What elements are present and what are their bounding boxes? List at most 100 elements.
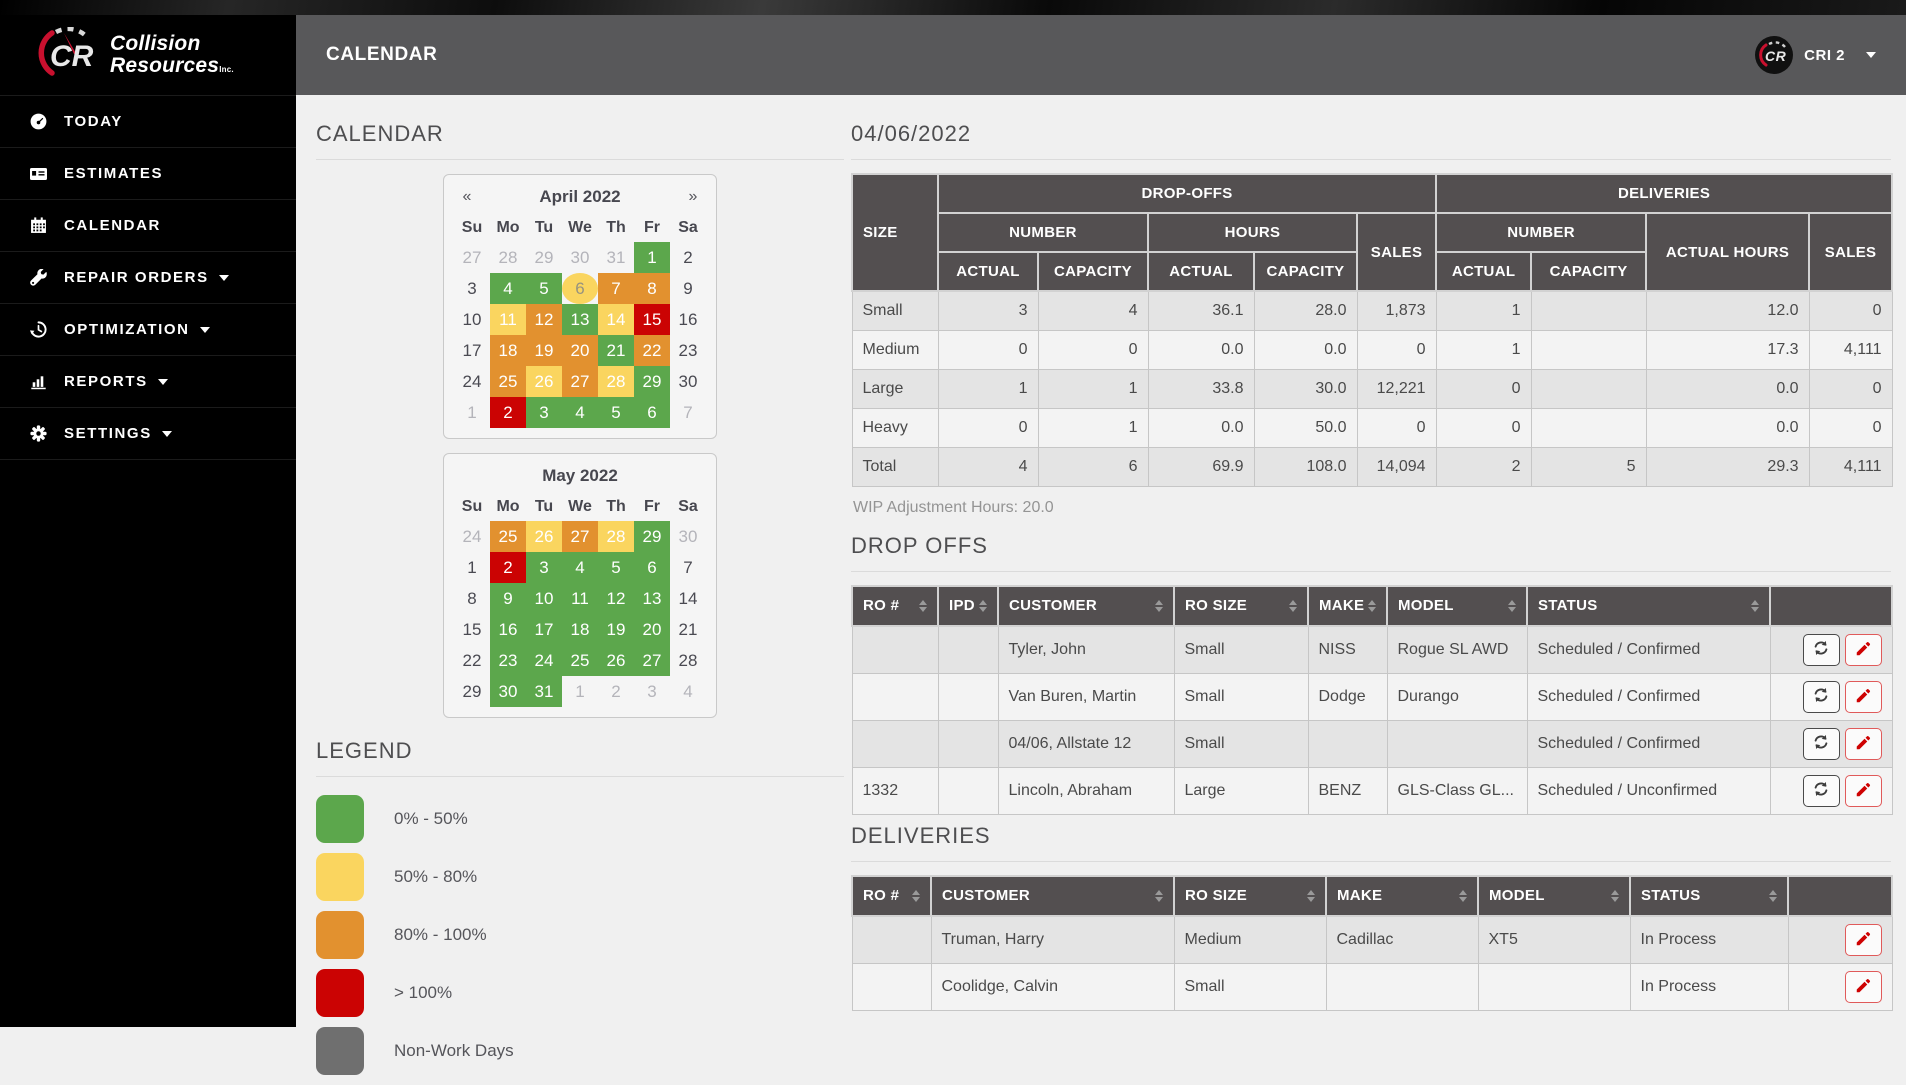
col-customer[interactable]: CUSTOMER [930, 874, 1175, 917]
calendar-day[interactable]: 18 [490, 335, 526, 366]
calendar-day[interactable]: 21 [598, 335, 634, 366]
calendar-day[interactable]: 6 [562, 273, 598, 304]
calendar-day[interactable]: 11 [490, 304, 526, 335]
calendar-day[interactable]: 28 [498, 247, 518, 267]
calendar-day[interactable]: 28 [598, 366, 634, 397]
calendar-day[interactable]: 30 [570, 247, 590, 267]
sort-icon[interactable] [1611, 889, 1619, 902]
calendar-day[interactable]: 2 [490, 397, 526, 428]
sidebar-item-optimization[interactable]: OPTIMIZATION [0, 303, 296, 355]
calendar-day[interactable]: 26 [526, 366, 562, 397]
sidebar-item-reports[interactable]: REPORTS [0, 355, 296, 407]
calendar-day[interactable]: 23 [678, 340, 698, 360]
col-ro[interactable]: RO # [851, 584, 939, 627]
calendar-day[interactable]: 9 [683, 278, 693, 298]
edit-button[interactable] [1844, 633, 1882, 666]
calendar-day[interactable]: 30 [678, 526, 698, 546]
calendar-day[interactable]: 6 [634, 397, 670, 428]
user-menu[interactable]: CR CRI 2 [1755, 36, 1876, 74]
calendar-day[interactable]: 27 [462, 247, 482, 267]
calendar-day[interactable]: 7 [683, 402, 693, 422]
edit-button[interactable] [1844, 727, 1882, 760]
calendar-day[interactable]: 23 [490, 645, 526, 676]
calendar-day[interactable]: 12 [526, 304, 562, 335]
sort-icon[interactable] [1155, 599, 1163, 612]
reschedule-button[interactable] [1802, 633, 1840, 666]
calendar-day[interactable]: 2 [683, 247, 693, 267]
calendar-day[interactable]: 15 [462, 619, 482, 639]
calendar-day[interactable]: 5 [526, 273, 562, 304]
calendar-day[interactable]: 17 [462, 340, 482, 360]
calendar-day[interactable]: 24 [462, 371, 482, 391]
calendar-day[interactable]: 27 [562, 366, 598, 397]
sidebar-item-calendar[interactable]: CALENDAR [0, 199, 296, 251]
calendar-day[interactable]: 19 [526, 335, 562, 366]
calendar-day[interactable]: 20 [634, 614, 670, 645]
calendar-day[interactable]: 14 [678, 588, 698, 608]
calendar-day[interactable]: 1 [575, 681, 585, 701]
calendar-day[interactable]: 29 [634, 366, 670, 397]
calendar-day[interactable]: 4 [562, 552, 598, 583]
col-ro[interactable]: RO # [851, 874, 932, 917]
calendar-day[interactable]: 20 [562, 335, 598, 366]
col-model[interactable]: MODEL [1386, 584, 1528, 627]
calendar-day[interactable]: 25 [490, 521, 526, 552]
calendar-day[interactable]: 18 [562, 614, 598, 645]
sort-icon[interactable] [912, 889, 920, 902]
col-status[interactable]: STATUS [1629, 874, 1789, 917]
calendar-day[interactable]: 10 [462, 309, 482, 329]
reschedule-button[interactable] [1802, 680, 1840, 713]
calendar-day[interactable]: 29 [462, 681, 482, 701]
calendar-day[interactable]: 29 [634, 521, 670, 552]
edit-button[interactable] [1844, 923, 1882, 956]
calendar-day[interactable]: 4 [683, 681, 693, 701]
calendar-day[interactable]: 31 [606, 247, 626, 267]
calendar-day[interactable]: 25 [562, 645, 598, 676]
col-customer[interactable]: CUSTOMER [997, 584, 1175, 627]
calendar-day[interactable]: 3 [526, 552, 562, 583]
sort-icon[interactable] [1459, 889, 1467, 902]
sort-icon[interactable] [1769, 889, 1777, 902]
calendar-day[interactable]: 19 [598, 614, 634, 645]
calendar-day[interactable]: 29 [534, 247, 554, 267]
sidebar-item-repair-orders[interactable]: REPAIR ORDERS [0, 251, 296, 303]
calendar-day[interactable]: 5 [598, 397, 634, 428]
calendar-day[interactable]: 26 [598, 645, 634, 676]
calendar-day[interactable]: 27 [562, 521, 598, 552]
calendar-day[interactable]: 8 [467, 588, 477, 608]
calendar-day[interactable]: 31 [526, 676, 562, 707]
calendar-day[interactable]: 1 [467, 402, 477, 422]
calendar-day[interactable]: 27 [634, 645, 670, 676]
reschedule-button[interactable] [1802, 774, 1840, 807]
calendar-day[interactable]: 13 [562, 304, 598, 335]
calendar-next-icon[interactable]: » [688, 188, 698, 205]
calendar-day[interactable]: 16 [490, 614, 526, 645]
calendar-day[interactable]: 7 [598, 273, 634, 304]
sort-icon[interactable] [1508, 599, 1516, 612]
calendar-day[interactable]: 26 [526, 521, 562, 552]
sort-icon[interactable] [1289, 599, 1297, 612]
calendar-day[interactable]: 2 [490, 552, 526, 583]
calendar-day[interactable]: 3 [467, 278, 477, 298]
calendar-day[interactable]: 28 [598, 521, 634, 552]
col-status[interactable]: STATUS [1526, 584, 1771, 627]
col-ro-size[interactable]: RO SIZE [1173, 874, 1327, 917]
calendar-day[interactable]: 17 [526, 614, 562, 645]
sort-icon[interactable] [1751, 599, 1759, 612]
sort-icon[interactable] [979, 599, 987, 612]
calendar-day[interactable]: 4 [562, 397, 598, 428]
calendar-day[interactable]: 11 [562, 583, 598, 614]
calendar-day[interactable]: 25 [490, 366, 526, 397]
calendar-day[interactable]: 24 [526, 645, 562, 676]
calendar-day[interactable]: 21 [678, 619, 698, 639]
edit-button[interactable] [1844, 680, 1882, 713]
calendar-prev-icon[interactable]: « [462, 188, 472, 205]
col-model[interactable]: MODEL [1477, 874, 1631, 917]
calendar-day[interactable]: 24 [462, 526, 482, 546]
calendar-day[interactable]: 9 [490, 583, 526, 614]
col-make[interactable]: MAKE [1325, 874, 1479, 917]
calendar-day[interactable]: 13 [634, 583, 670, 614]
sidebar-item-estimates[interactable]: ESTIMATES [0, 147, 296, 199]
calendar-day[interactable]: 4 [490, 273, 526, 304]
calendar-day[interactable]: 2 [611, 681, 621, 701]
